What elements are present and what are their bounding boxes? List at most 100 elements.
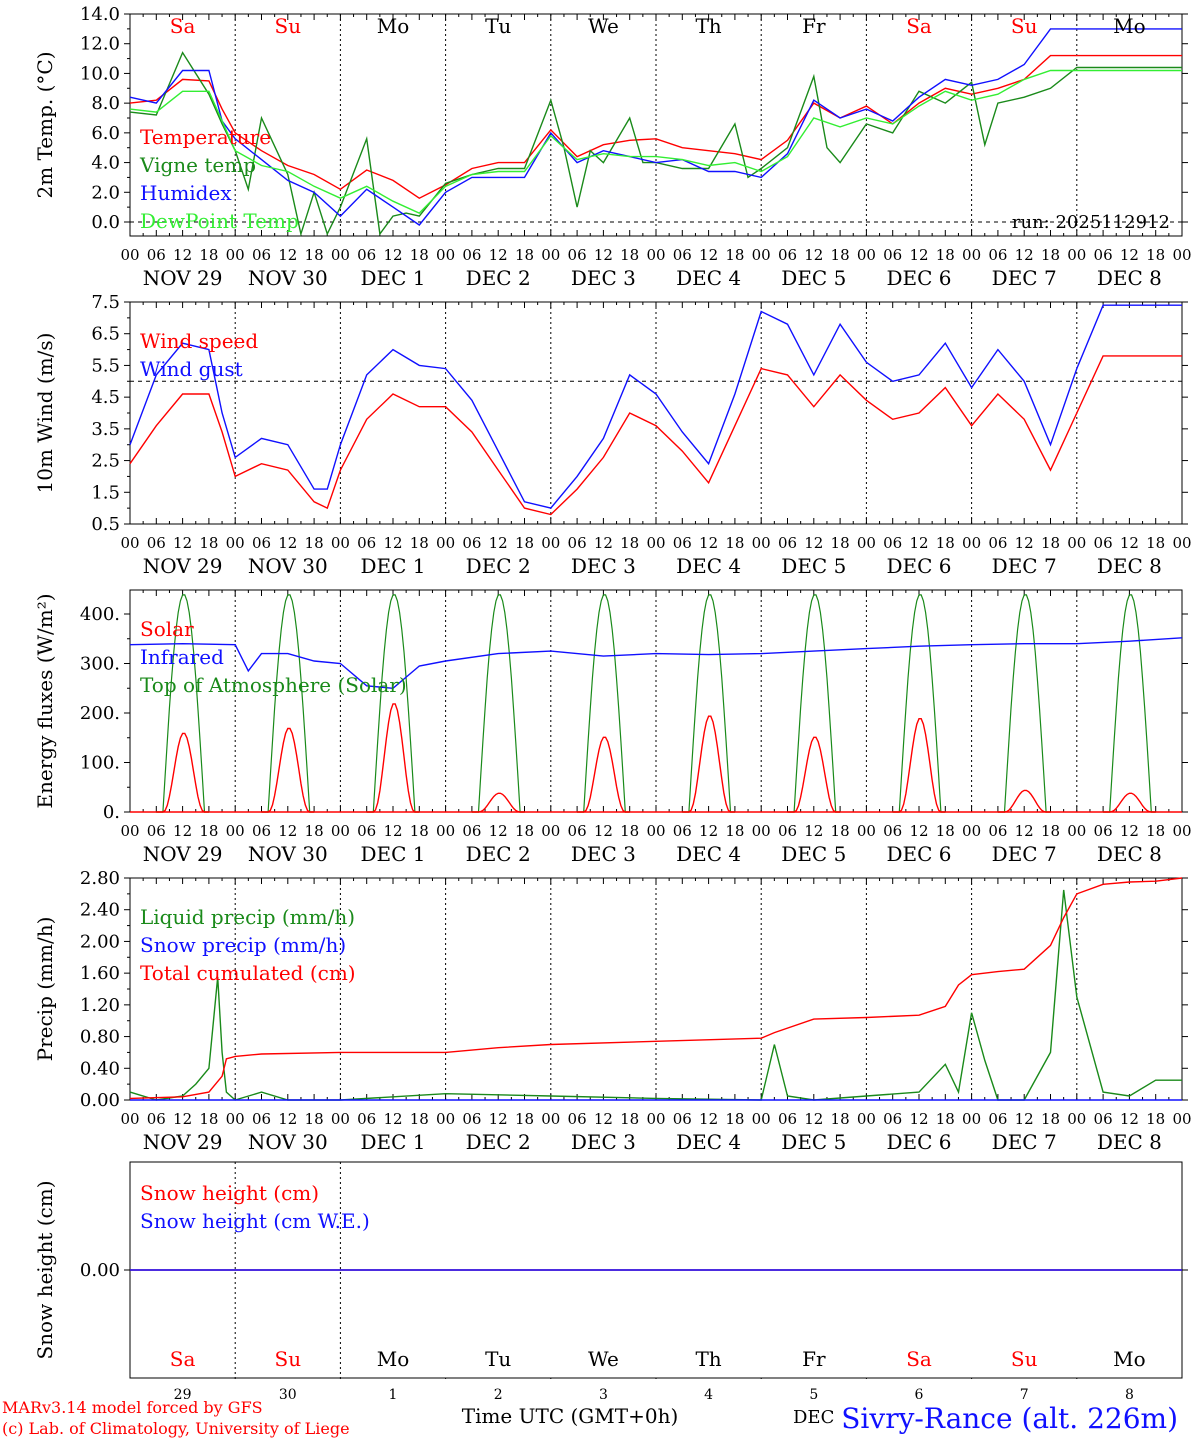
series-1: [129, 304, 1182, 509]
hour-label: 12: [489, 534, 508, 552]
hour-label: 00: [857, 246, 876, 264]
weekday-label: Th: [695, 14, 721, 38]
hour-label: 18: [515, 1110, 534, 1128]
date-label: NOV 30: [248, 266, 328, 290]
hour-label: 18: [199, 822, 218, 840]
hour-label: 12: [173, 822, 192, 840]
hour-label: 12: [1120, 246, 1139, 264]
hour-label: 18: [725, 822, 744, 840]
hour-label: 06: [252, 534, 271, 552]
date-label: NOV 30: [248, 842, 328, 866]
hour-label: 00: [1172, 822, 1191, 840]
hour-label: 12: [699, 534, 718, 552]
day-number-label: 1: [389, 1387, 398, 1403]
y-tick-label: 200.: [80, 703, 120, 724]
date-label: DEC 2: [466, 842, 531, 866]
hour-label: 18: [1146, 246, 1165, 264]
hour-label: 12: [804, 534, 823, 552]
weekday-label: Mo: [1113, 1347, 1146, 1371]
hour-label: 18: [936, 1110, 955, 1128]
series-0: [129, 54, 1182, 200]
date-label: DEC 2: [466, 554, 531, 578]
hour-label: 06: [147, 534, 166, 552]
hour-label: 12: [1120, 1110, 1139, 1128]
hour-label: 06: [883, 246, 902, 264]
hour-label: 06: [357, 246, 376, 264]
hour-label: 06: [778, 1110, 797, 1128]
hour-label: 06: [1094, 534, 1113, 552]
hour-label: 00: [331, 534, 350, 552]
hour-label: 18: [620, 1110, 639, 1128]
hour-label: 18: [1041, 822, 1060, 840]
hour-label: 18: [305, 1110, 324, 1128]
y-tick-label: 10.0: [80, 63, 120, 84]
hour-label: 12: [173, 1110, 192, 1128]
legend-entry: DewPoint Temp: [140, 209, 299, 233]
day-number-label: 30: [279, 1387, 297, 1403]
hour-label: 00: [752, 1110, 771, 1128]
y-tick-label: 2.80: [80, 868, 120, 889]
legend-entry: Wind speed: [140, 329, 258, 353]
hour-label: 00: [331, 822, 350, 840]
hour-label: 18: [305, 822, 324, 840]
date-label: DEC 3: [571, 266, 636, 290]
hour-label: 12: [804, 246, 823, 264]
hour-label: 12: [594, 534, 613, 552]
hour-label: 18: [620, 534, 639, 552]
hour-label: 06: [673, 1110, 692, 1128]
weekday-label: Su: [1011, 14, 1038, 38]
weekday-label: Sa: [170, 1347, 196, 1371]
hour-label: 06: [1094, 822, 1113, 840]
hour-label: 12: [699, 822, 718, 840]
hour-label: 12: [383, 246, 402, 264]
date-label: NOV 29: [143, 266, 223, 290]
hour-label: 06: [673, 822, 692, 840]
hour-label: 12: [804, 822, 823, 840]
date-label: DEC 2: [466, 266, 531, 290]
date-label: DEC 6: [886, 266, 951, 290]
y-tick-label: 5.5: [91, 355, 120, 376]
legend-entry: Solar: [140, 617, 194, 641]
y-tick-label: 1.5: [91, 482, 120, 503]
legend-entry: Humidex: [140, 181, 232, 205]
hour-label: 18: [725, 1110, 744, 1128]
hour-label: 18: [936, 822, 955, 840]
hour-label: 18: [936, 246, 955, 264]
hour-label: 00: [226, 1110, 245, 1128]
date-label: DEC 7: [992, 554, 1057, 578]
hour-label: 18: [831, 534, 850, 552]
hour-label: 06: [883, 1110, 902, 1128]
day-number-label: 7: [1020, 1387, 1029, 1403]
hour-label: 00: [1067, 534, 1086, 552]
day-number-label: 29: [174, 1387, 192, 1403]
legend-entry: Vigne temp: [139, 153, 256, 177]
model-credit: MARv3.14 model forced by GFS: [2, 1398, 263, 1417]
date-label: DEC 8: [1097, 1130, 1162, 1154]
hour-label: 12: [278, 246, 297, 264]
date-label: DEC 6: [886, 842, 951, 866]
hour-label: 06: [1094, 246, 1113, 264]
date-label: DEC 1: [360, 266, 425, 290]
y-tick-label: 8.0: [91, 93, 120, 114]
y-tick-label: 2.40: [80, 900, 120, 921]
hour-label: 18: [1041, 246, 1060, 264]
weekday-label: Tu: [485, 14, 511, 38]
hour-label: 06: [252, 822, 271, 840]
series-0: [129, 889, 1182, 1101]
hour-label: 06: [883, 534, 902, 552]
hour-label: 18: [831, 1110, 850, 1128]
hour-label: 00: [436, 822, 455, 840]
hour-label: 00: [120, 822, 139, 840]
hour-label: 06: [568, 534, 587, 552]
y-tick-label: 0.5: [91, 514, 120, 535]
hour-label: 12: [278, 1110, 297, 1128]
hour-label: 18: [410, 822, 429, 840]
weekday-label: Su: [275, 14, 302, 38]
hour-label: 06: [147, 822, 166, 840]
hour-label: 06: [1094, 1110, 1113, 1128]
hour-label: 00: [1067, 246, 1086, 264]
legend-entry: Infrared: [140, 645, 224, 669]
series-2: [129, 28, 1182, 226]
hour-label: 18: [1146, 1110, 1165, 1128]
